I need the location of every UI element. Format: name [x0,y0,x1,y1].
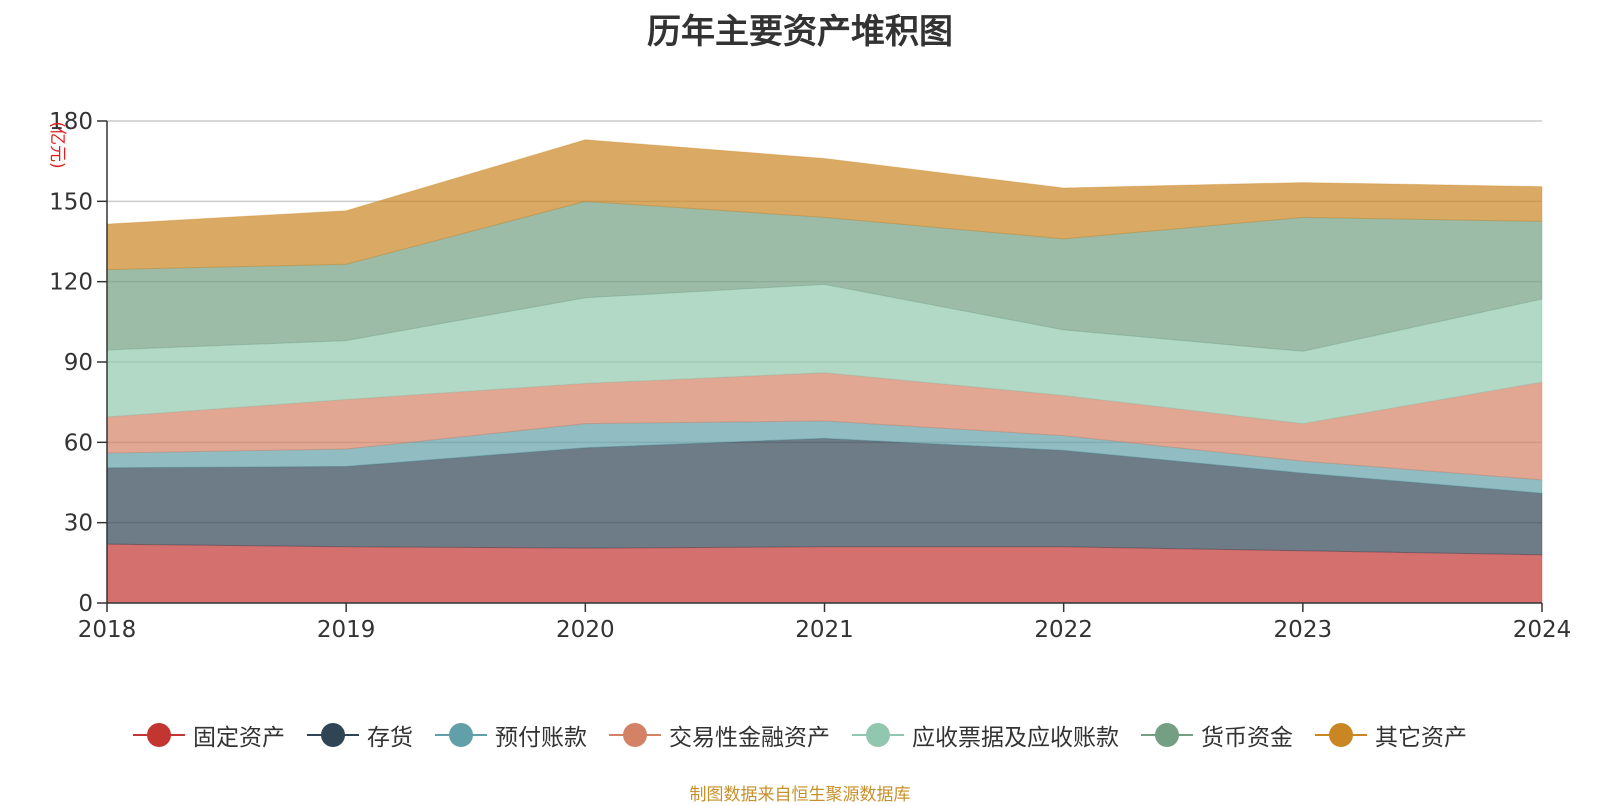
y-tick-label: 180 [49,109,93,135]
x-tick-label: 2022 [1034,617,1093,643]
legend-marker-icon [1315,723,1367,747]
legend-item[interactable]: 存货 [307,718,413,752]
y-tick-label: 30 [64,511,93,537]
y-axis-unit-label: (亿元) [47,121,67,168]
y-tick-label: 60 [64,430,93,456]
x-tick-label: 2018 [78,617,137,643]
y-tick-label: 90 [64,350,93,376]
y-tick-label: 0 [78,591,93,617]
legend-label: 其它资产 [1375,725,1467,751]
x-tick-label: 2023 [1274,617,1333,643]
legend-item[interactable]: 固定资产 [133,718,285,752]
legend-label: 货币资金 [1201,725,1293,751]
area-series-6 [106,139,1543,271]
y-tick-label: 150 [49,189,93,215]
x-tick-label: 2019 [317,617,376,643]
legend-item[interactable]: 交易性金融资产 [609,718,830,752]
legend-label: 预付账款 [495,725,587,751]
legend-label: 交易性金融资产 [669,725,830,751]
axes: 0 30 60 90 120 150 180 2018 2019 2020 2021 2022 2023… [47,109,1571,643]
area-series-group [106,139,1543,604]
legend-marker-icon [133,723,185,747]
chart-title: 历年主要资产堆积图 [647,12,953,52]
source-note: 制图数据来自恒生聚源数据库 [689,785,911,805]
x-tick-label: 2020 [556,617,615,643]
legend-marker-icon [852,723,904,747]
legend-item[interactable]: 其它资产 [1315,718,1467,752]
legend-marker-icon [307,723,359,747]
area-series-1 [106,437,1543,556]
area-series-0 [106,543,1543,604]
legend-marker-icon [435,723,487,747]
legend-label: 存货 [367,725,413,751]
legend-item[interactable]: 预付账款 [435,718,587,752]
legend-item[interactable]: 货币资金 [1141,718,1293,752]
y-tick-label: 120 [49,270,93,296]
legend-marker-icon [1141,723,1193,747]
area-series-2 [106,420,1543,494]
legend-item[interactable]: 应收票据及应收账款 [852,718,1119,752]
x-tick-label: 2021 [795,617,854,643]
x-tick-label: 2024 [1513,617,1572,643]
legend: 固定资产 存货 预付账款 交易性金融资产 应收票据及应收账款 货币资金 其它资产 [0,718,1600,752]
legend-label: 固定资产 [193,725,285,751]
legend-label: 应收票据及应收账款 [912,725,1119,751]
legend-marker-icon [609,723,661,747]
